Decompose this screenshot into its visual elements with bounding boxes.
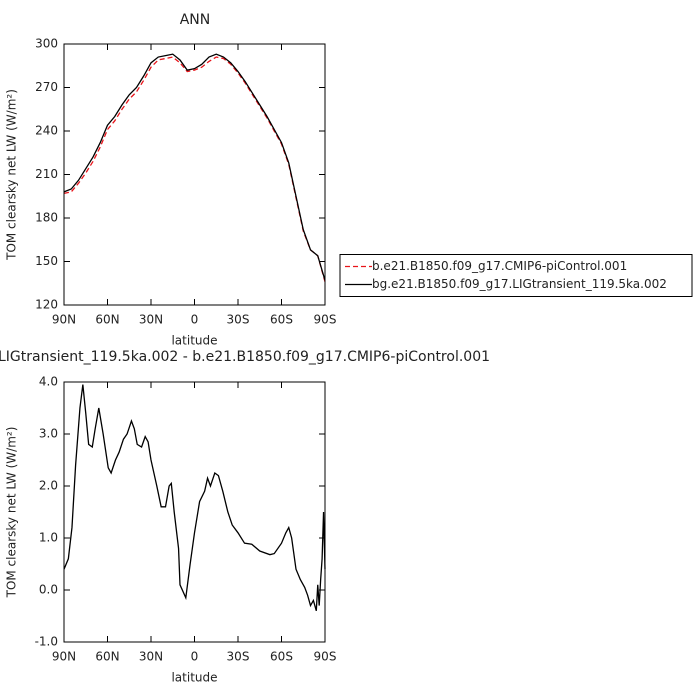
data-line	[63, 384, 326, 611]
y-tick-label: 1.0	[39, 531, 58, 545]
y-tick-label: 300	[35, 37, 58, 51]
x-tick-label: 0	[191, 650, 199, 664]
legend-label: b.e21.B1850.f09_g17.CMIP6-piControl.001	[372, 259, 627, 273]
data-line	[63, 56, 326, 282]
legend: b.e21.B1850.f09_g17.CMIP6-piControl.001b…	[339, 254, 693, 297]
legend-box	[339, 254, 693, 297]
x-tick-label: 60N	[95, 313, 119, 327]
chart-title: LIGtransient_119.5ka.002 - b.e21.B1850.f…	[0, 349, 490, 365]
plot-frame	[63, 43, 326, 306]
x-tick-label: 90S	[314, 313, 337, 327]
y-tick-label: 210	[35, 167, 58, 181]
x-tick-label: 90N	[52, 313, 76, 327]
x-tick-label: 30N	[139, 313, 163, 327]
x-tick-label: 30S	[227, 650, 250, 664]
x-axis-label: latitude	[171, 671, 217, 685]
x-tick-label: 90N	[52, 650, 76, 664]
chart-title: ANN	[180, 12, 211, 28]
y-tick-label: 270	[35, 80, 58, 94]
y-tick-label: 240	[35, 124, 58, 138]
y-tick-label: 4.0	[39, 375, 58, 389]
y-tick-label: 120	[35, 298, 58, 312]
y-axis-label: TOM clearsky net LW (W/m²)	[5, 89, 19, 261]
x-tick-label: 30S	[227, 313, 250, 327]
y-tick-label: 150	[35, 254, 58, 268]
x-tick-label: 60N	[95, 650, 119, 664]
y-tick-label: 0.0	[39, 583, 58, 597]
y-tick-label: 180	[35, 211, 58, 225]
y-axis-label: TOM clearsky net LW (W/m²)	[5, 427, 19, 599]
y-tick-label: -1.0	[35, 635, 58, 649]
x-tick-label: 30N	[139, 650, 163, 664]
y-tick-label: 2.0	[39, 479, 58, 493]
plot-frame	[63, 381, 326, 643]
x-tick-label: 60S	[270, 313, 293, 327]
legend-label: bg.e21.B1850.f09_g17.LIGtransient_119.5k…	[372, 277, 667, 291]
x-tick-label: 0	[191, 313, 199, 327]
x-tick-label: 60S	[270, 650, 293, 664]
y-tick-label: 3.0	[39, 427, 58, 441]
x-tick-label: 90S	[314, 650, 337, 664]
data-line	[63, 53, 326, 281]
x-axis-label: latitude	[171, 334, 217, 348]
